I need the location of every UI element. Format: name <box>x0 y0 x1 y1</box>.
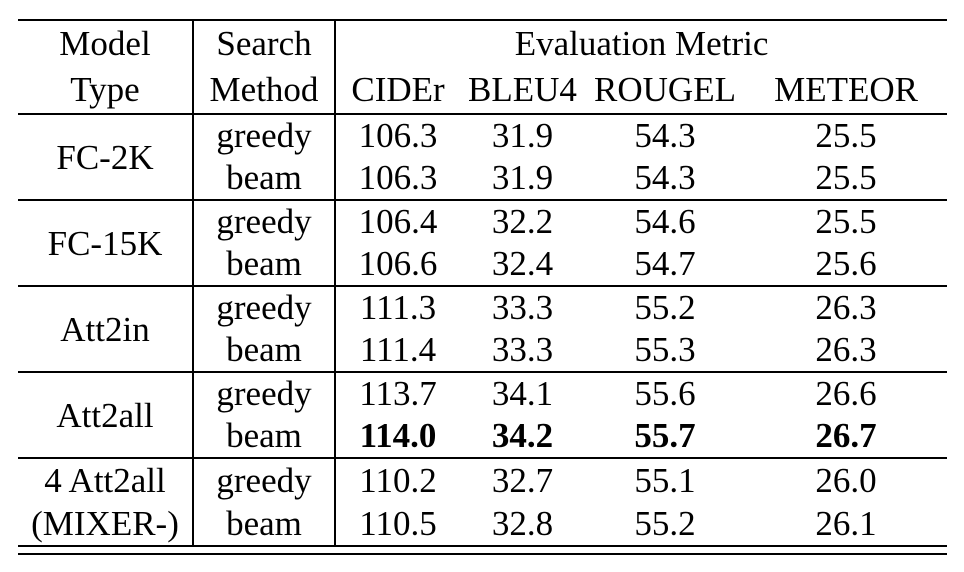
metric-value-cell: 26.7 <box>815 416 877 455</box>
model-name: FC-15K <box>47 223 163 263</box>
metric-value-cell: 54.3 <box>634 158 696 197</box>
table-row: Att2all greedy 113.7 34.1 55.6 26.6 <box>18 371 948 458</box>
table-row: beam 106.6 32.4 54.7 25.6 <box>18 243 947 286</box>
table-row: FC-2K greedy 106.3 31.9 54.3 25.5 <box>18 113 948 200</box>
header-search-method: Search Method <box>193 20 336 114</box>
header-model-line1: Model <box>59 24 151 63</box>
table-row: Att2in greedy 111.3 33.3 55.2 26.3 <box>18 285 948 372</box>
metric-value-cell: 33.3 <box>460 285 585 329</box>
metric-value-cell: 111.3 <box>335 285 460 329</box>
method-cell: greedy <box>193 113 336 157</box>
method-cell: greedy <box>193 371 336 415</box>
method-cell: beam <box>193 243 336 286</box>
metric-value-cell: 106.6 <box>358 244 438 283</box>
metric-value-cell: 32.7 <box>460 457 585 502</box>
header-search-line2: Method <box>209 70 319 109</box>
table-row: FC-15K greedy 106.4 32.2 54.6 25.5 <box>18 199 948 286</box>
metric-value-cell: 110.2 <box>335 457 460 502</box>
metric-value-cell: 55.3 <box>634 330 696 369</box>
header-search-line1: Search <box>216 24 312 63</box>
metric-value-cell: 34.1 <box>460 371 585 415</box>
table-body: FC-2K greedy 106.3 31.9 54.3 25.5 beam 1… <box>18 113 948 546</box>
model-name-line1: 4 Att2all <box>44 461 166 500</box>
metric-value-cell: 106.3 <box>358 158 438 197</box>
metric-value-cell: 55.6 <box>585 371 745 415</box>
metric-value-cell: 32.4 <box>491 244 554 283</box>
metric-value-cell: 114.0 <box>359 416 437 455</box>
table-row: beam 110.5 32.8 55.2 26.1 <box>18 502 947 546</box>
method-cell: beam <box>193 329 336 372</box>
header-cider: CIDEr <box>351 70 445 109</box>
metric-value-cell: 25.5 <box>745 113 948 157</box>
metric-value-cell: 31.9 <box>491 158 554 197</box>
metric-value-cell: 55.2 <box>585 285 745 329</box>
header-evaluation-metric: Evaluation Metric <box>514 24 769 63</box>
metric-value-cell: 25.5 <box>745 199 948 243</box>
model-cell: Att2all <box>18 371 194 458</box>
metric-value-cell: 113.7 <box>335 371 460 415</box>
method-cell: greedy <box>193 457 336 502</box>
method-cell: beam <box>193 157 336 200</box>
metric-value-cell: 26.1 <box>815 503 877 543</box>
metric-value-cell: 106.4 <box>335 199 460 243</box>
metric-value-cell: 54.7 <box>634 244 696 283</box>
metric-value-cell: 55.1 <box>585 457 745 502</box>
results-table: Model Type Search Method Evaluation Metr… <box>18 19 948 547</box>
evaluation-results-table: Model Type Search Method Evaluation Metr… <box>18 19 948 555</box>
model-cell: Att2in <box>18 285 194 372</box>
metric-value-cell: 54.6 <box>585 199 745 243</box>
model-name: Att2all <box>56 395 154 435</box>
metric-value-cell: 110.5 <box>359 503 437 543</box>
metric-value-cell: 26.3 <box>815 330 877 369</box>
metric-value-cell: 31.9 <box>460 113 585 157</box>
model-name: FC-2K <box>56 137 154 177</box>
header-row-2: CIDEr BLEU4 ROUGEL METEOR <box>18 67 947 114</box>
table-bottom-double-rule <box>18 553 947 555</box>
metric-value-cell: 111.4 <box>359 330 437 369</box>
model-name-line2: (MIXER-) <box>31 504 179 543</box>
table-row: beam 111.4 33.3 55.3 26.3 <box>18 329 947 372</box>
metric-value-cell: 33.3 <box>491 330 554 369</box>
table-row: 4 Att2all (MIXER-) greedy 110.2 32.7 55.… <box>18 457 948 546</box>
table-row: beam 106.3 31.9 54.3 25.5 <box>18 157 947 200</box>
table-header: Model Type Search Method Evaluation Metr… <box>18 20 948 114</box>
model-cell: 4 Att2all (MIXER-) <box>18 457 194 546</box>
metric-value-cell: 25.6 <box>815 244 877 283</box>
header-model-line2: Type <box>70 70 140 109</box>
header-rougel: ROUGEL <box>594 70 736 109</box>
metric-value-cell: 54.3 <box>585 113 745 157</box>
metric-value-cell: 34.2 <box>491 416 554 455</box>
metric-value-cell: 32.2 <box>460 199 585 243</box>
model-cell: FC-2K <box>18 113 194 200</box>
header-model-type: Model Type <box>18 20 194 114</box>
metric-value-cell: 26.0 <box>745 457 948 502</box>
metric-value-cell: 26.3 <box>745 285 948 329</box>
metric-value-cell: 25.5 <box>815 158 877 197</box>
table-row-best-result: beam 114.0 34.2 55.7 26.7 <box>18 415 947 458</box>
method-cell: beam <box>193 415 336 458</box>
model-name: Att2in <box>60 309 150 349</box>
metric-value-cell: 26.6 <box>745 371 948 415</box>
header-meteor: METEOR <box>774 70 918 109</box>
metric-value-cell: 32.8 <box>491 503 554 543</box>
metric-value-cell: 55.2 <box>634 503 696 543</box>
metric-value-cell: 106.3 <box>335 113 460 157</box>
header-bleu4: BLEU4 <box>468 70 577 109</box>
header-row-1: Model Type Search Method Evaluation Metr… <box>18 20 947 114</box>
method-cell: greedy <box>193 199 336 243</box>
metric-value-cell: 55.7 <box>634 416 696 455</box>
model-cell: FC-15K <box>18 199 194 286</box>
method-cell: greedy <box>193 285 336 329</box>
method-cell: beam <box>193 502 336 546</box>
